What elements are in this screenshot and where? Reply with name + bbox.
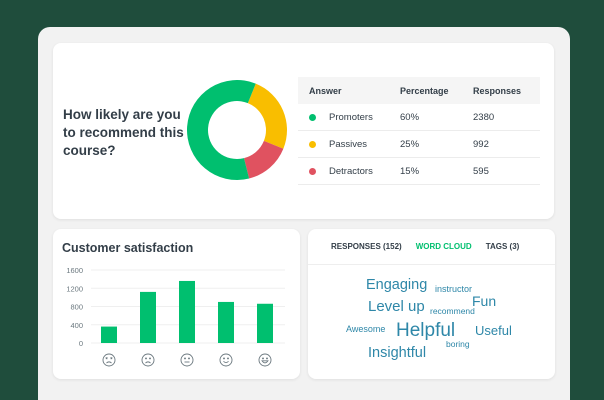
donut-slice-detractors: [244, 140, 284, 179]
word-instructor: instructor: [435, 284, 473, 294]
header-percentage: Percentage: [400, 85, 449, 96]
tab-responses[interactable]: RESPONSES (152): [331, 242, 402, 251]
tab-word-cloud[interactable]: WORD CLOUD: [415, 242, 472, 251]
nps-donut-chart: [187, 80, 287, 180]
bar-dissatisfied: [140, 291, 156, 343]
percentage-value: 25%: [400, 138, 420, 150]
bar-very-satisfied: [257, 303, 273, 343]
word-level-up: Level up: [368, 298, 425, 315]
bar-neutral: [179, 280, 195, 343]
table-header: Answer Percentage Responses: [298, 77, 540, 104]
y-tick-label: 0: [79, 339, 83, 348]
very-dissatisfied-face-icon: [102, 353, 116, 367]
percentage-value: 15%: [400, 165, 420, 177]
open-text-card: RESPONSES (152) WORD CLOUD TAGS (3) Enga…: [308, 229, 555, 379]
percentage-value: 60%: [400, 111, 420, 123]
y-tick-label: 1200: [66, 284, 83, 293]
satisfaction-title: Customer satisfaction: [62, 241, 194, 255]
header-responses: Responses: [473, 85, 522, 96]
table-row-promoters: Promoters 60% 2380: [298, 104, 540, 131]
responses-value: 992: [473, 138, 489, 150]
y-tick-label: 800: [70, 303, 83, 312]
nps-table: Answer Percentage Responses Promoters 60…: [298, 77, 540, 185]
donut-slice-promoters: [187, 80, 256, 180]
word-useful: Useful: [475, 323, 512, 338]
word-insightful: Insightful: [368, 345, 427, 361]
tab-tags[interactable]: TAGS (3): [485, 242, 520, 251]
word-boring: boring: [446, 339, 470, 349]
responses-value: 2380: [473, 111, 495, 123]
table-row-detractors: Detractors 15% 595: [298, 158, 540, 185]
answer-label: Passives: [329, 138, 368, 150]
donut-slice-passives: [247, 83, 287, 149]
responses-value: 595: [473, 165, 489, 177]
word-recommend: recommend: [430, 306, 475, 316]
word-cloud: Engaging instructor Fun Level up recommend Aw…: [308, 265, 555, 379]
table-row-passives: Passives 25% 992: [298, 131, 540, 158]
very-satisfied-face-icon: [258, 353, 272, 367]
y-tick-label: 1600: [66, 266, 83, 275]
satisfied-face-icon: [219, 353, 233, 367]
header-answer: Answer: [309, 85, 342, 96]
promoters-dot-icon: [309, 113, 316, 121]
detractors-dot-icon: [309, 167, 316, 175]
word-awesome: Awesome: [346, 324, 386, 334]
answer-label: Detractors: [329, 165, 373, 177]
bar-very-dissatisfied: [101, 326, 117, 343]
text-tabs: RESPONSES (152) WORD CLOUD TAGS (3): [308, 229, 555, 265]
neutral-face-icon: [180, 353, 194, 367]
word-engaging: Engaging: [366, 277, 428, 293]
y-tick-label: 400: [70, 321, 83, 330]
passives-dot-icon: [309, 140, 316, 148]
answer-label: Promoters: [329, 111, 373, 123]
satisfaction-bar-chart: 1600 1200 800 400 0: [66, 266, 285, 367]
bar-satisfied: [218, 301, 234, 343]
nps-card: How likely are you to recommend this cou…: [53, 43, 554, 219]
question-title: How likely are you to recommend this cou…: [63, 107, 184, 158]
word-fun: Fun: [472, 293, 497, 309]
word-helpful: Helpful: [396, 320, 456, 341]
dissatisfied-face-icon: [141, 353, 155, 367]
customer-satisfaction-card: 1600 1200 800 400 0 Customer satisfaction: [53, 229, 300, 379]
